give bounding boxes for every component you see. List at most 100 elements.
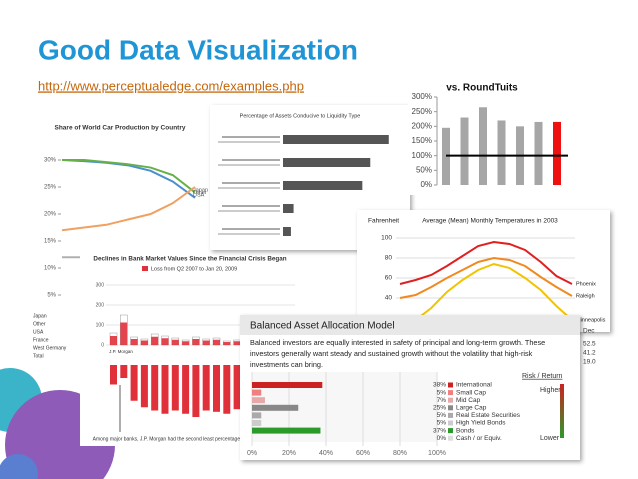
- slide-title: Good Data Visualization: [38, 34, 358, 65]
- series-label: Raleigh: [576, 293, 595, 299]
- legend-swatch: [448, 435, 453, 441]
- bar: [130, 365, 138, 401]
- series-label: USA: [193, 192, 205, 198]
- bar: [534, 121, 543, 185]
- y-tick-label: 100: [96, 322, 105, 328]
- value-label: 25%: [433, 405, 446, 412]
- bar: [252, 404, 299, 411]
- y-tick-label: 80: [385, 255, 393, 262]
- legend-label: Mid Cap: [456, 397, 481, 404]
- y-tick-label: 250%: [412, 107, 432, 116]
- y-tick-label: 0%: [420, 180, 432, 189]
- legend-swatch: [142, 266, 148, 271]
- value-label: 5%: [437, 412, 447, 419]
- table-cell: Dec: [583, 328, 595, 335]
- value-label: 0%: [437, 435, 447, 442]
- row-label: [222, 228, 280, 230]
- chart-title: Declines in Bank Market Values Since the…: [93, 256, 286, 263]
- bar: [479, 107, 487, 185]
- risk-high: Higher: [540, 387, 561, 394]
- y-tick-label: 200: [96, 302, 105, 308]
- series-label: Japan: [193, 187, 208, 193]
- risk-low: Lower: [540, 435, 560, 442]
- legend-label: Loss from Q2 2007 to Jan 20, 2009: [151, 266, 237, 272]
- table-row: West Germany: [33, 345, 67, 351]
- bar: [283, 181, 363, 190]
- bar: [460, 117, 469, 185]
- bar-loss: [182, 341, 190, 345]
- bar: [252, 427, 321, 434]
- y-tick-label: 5%: [47, 293, 56, 299]
- decor-circle: [0, 454, 38, 479]
- bar-loss: [110, 336, 117, 345]
- link[interactable]: http://www.perceptualedge.com/examples.p…: [38, 78, 304, 93]
- line-series: [399, 262, 573, 327]
- y-tick-label: 20%: [44, 212, 57, 218]
- y-tick-label: 40: [385, 295, 393, 302]
- bar: [283, 135, 389, 144]
- description: investments can bring.: [250, 360, 323, 369]
- value-label: 7%: [437, 397, 447, 404]
- y-tick-label: 100: [381, 235, 392, 242]
- bar-loss: [233, 341, 241, 345]
- row-label: [222, 205, 280, 207]
- legend-swatch: [448, 390, 453, 396]
- y-tick-label: 100%: [412, 151, 432, 160]
- y-tick-label: 50%: [416, 165, 432, 174]
- x-tick-label: 80%: [393, 450, 407, 457]
- legend-label: Real Estate Securities: [456, 412, 521, 419]
- y-tick-label: 10%: [44, 266, 57, 272]
- asset-model-chart: Balanced Asset Allocation Model Balanced …: [240, 315, 580, 460]
- bar: [120, 365, 128, 378]
- annotation: Among major banks, J.P. Morgan had the s…: [93, 436, 258, 442]
- bar-loss: [161, 338, 169, 345]
- bar: [553, 121, 561, 185]
- series-label: Other: [193, 190, 207, 196]
- bar: [283, 227, 291, 236]
- value-label: 37%: [433, 427, 446, 434]
- bar-loss: [202, 340, 210, 345]
- x-tick-label: 60%: [356, 450, 370, 457]
- bar-loss: [192, 339, 200, 345]
- legend-swatch: [448, 428, 453, 434]
- y-tick-label: 30%: [44, 158, 57, 164]
- bar-loss: [140, 340, 148, 345]
- chart-title: Balanced Asset Allocation Model: [250, 321, 395, 332]
- series-label: Phoenix: [576, 281, 596, 287]
- chart-title: Percentage of Assets Conducive to Liquid…: [240, 113, 361, 119]
- row-label: [222, 136, 280, 138]
- bar-loss: [120, 322, 128, 345]
- row-label: [222, 182, 280, 184]
- table-cell: 19.0: [583, 359, 596, 366]
- y-axis-label: Fahrenheit: [368, 218, 399, 225]
- row-label: [218, 164, 280, 166]
- bar: [252, 382, 323, 388]
- table-row: Total: [33, 353, 44, 359]
- table-row: France: [33, 337, 49, 343]
- x-tick-label: 20%: [282, 450, 296, 457]
- bar: [283, 158, 371, 167]
- x-tick-label: 0%: [247, 450, 257, 457]
- line-series: [62, 159, 196, 194]
- bar: [252, 389, 262, 396]
- bar: [233, 365, 241, 410]
- bar: [202, 365, 210, 411]
- bar: [151, 365, 159, 411]
- y-tick-label: 200%: [412, 121, 432, 130]
- y-tick-label: 15%: [44, 239, 57, 245]
- chart-title: Share of World Car Production by Country: [55, 125, 186, 132]
- series-label: Minneapolis: [576, 317, 606, 323]
- bar: [182, 365, 190, 414]
- bar: [223, 365, 231, 414]
- table-row: Other: [33, 321, 46, 327]
- legend-label: International: [456, 382, 492, 389]
- bar: [140, 365, 148, 408]
- y-tick-label: 60: [385, 275, 393, 282]
- bar-loss: [171, 339, 179, 345]
- value-label: 38%: [433, 382, 446, 389]
- y-tick-label: 25%: [44, 185, 57, 191]
- table-row: USA: [33, 329, 44, 335]
- legend-swatch: [448, 412, 453, 418]
- temperature-chart: Average (Mean) Monthly Temperatures in 2…: [357, 210, 610, 366]
